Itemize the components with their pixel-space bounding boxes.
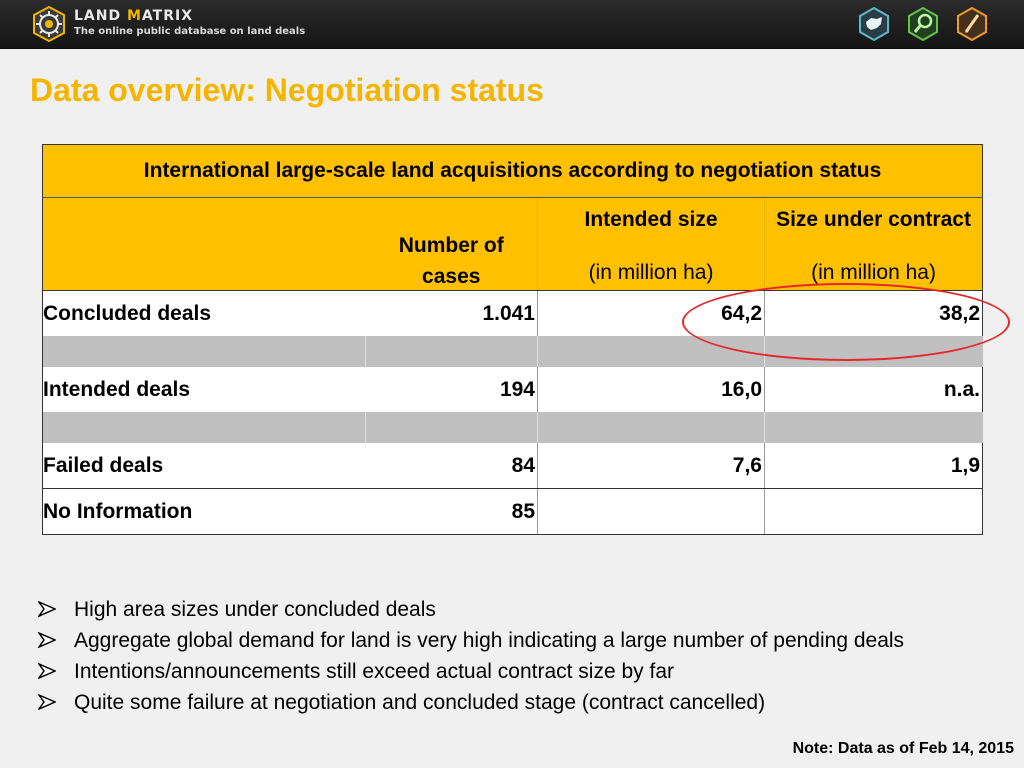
cases-cell: 85 [365,488,538,535]
cases-cell: 84 [365,443,538,489]
cases-cell: 194 [365,367,538,412]
header-empty-cell [42,197,366,291]
logo-title: LAND MATRIX [74,8,193,24]
list-item: Aggregate global demand for land is very… [38,625,904,656]
negotiation-status-table: International large-scale land acquisiti… [41,144,984,535]
intended-cell [537,488,765,535]
list-item: High area sizes under concluded deals [38,594,904,625]
map-icon[interactable] [857,6,891,42]
list-item: Intentions/announcements still exceed ac… [38,656,904,687]
arrow-bullet-icon [38,601,56,617]
arrow-bullet-icon [38,663,56,679]
data-date-note: Note: Data as of Feb 14, 2015 [792,740,1014,757]
table-row: Failed deals 84 7,6 1,9 [42,443,984,489]
land-matrix-logo-icon[interactable] [30,5,68,43]
search-map-icon[interactable] [906,6,940,42]
table-row: Intended deals 194 16,0 n.a. [42,367,984,412]
list-item: Quite some failure at negotiation and co… [38,687,904,718]
table-caption-row: International large-scale land acquisiti… [41,144,984,198]
row-label: Concluded deals [42,290,366,336]
row-label: Failed deals [42,443,366,489]
header-cases: Number of cases [365,197,538,291]
intended-cell: 7,6 [537,443,765,489]
intended-cell: 64,2 [537,290,765,336]
arrow-bullet-icon [38,632,56,648]
contract-cell [764,488,984,535]
row-label: Intended deals [42,367,366,412]
contract-cell: n.a. [764,367,984,412]
spacer-row [42,336,984,367]
pencil-icon[interactable] [955,6,989,42]
header-size-under-contract: Size under contract (in million ha) [764,197,984,291]
arrow-bullet-icon [38,694,56,710]
top-bar: LAND MATRIX The online public database o… [0,0,1024,49]
intended-cell: 16,0 [537,367,765,412]
contract-cell: 1,9 [764,443,984,489]
cases-cell: 1.041 [365,290,538,336]
header-intended-size: Intended size (in million ha) [537,197,765,291]
table-caption: International large-scale land acquisiti… [41,144,984,198]
bullet-list: High area sizes under concluded deals Ag… [38,594,904,718]
spacer-row [42,412,984,443]
page-title: Data overview: Negotiation status [30,72,544,108]
row-label: No Information [42,488,366,535]
table-row: Concluded deals 1.041 64,2 38,2 [42,290,984,336]
table-header-row: Number of cases Intended size (in million… [42,197,984,291]
table-row: No Information 85 [42,488,984,535]
contract-cell: 38,2 [764,290,984,336]
logo-subtitle: The online public database on land deals [74,26,306,37]
